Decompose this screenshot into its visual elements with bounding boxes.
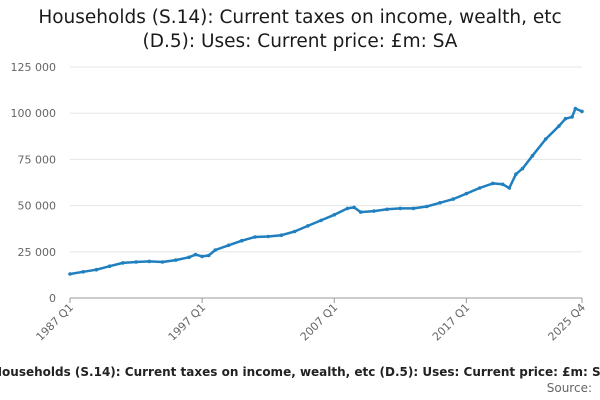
y-axis-ticks: 0 25 000 50 000 75 000 100 000 125 000 xyxy=(11,61,57,305)
data-point[interactable] xyxy=(266,234,271,239)
data-point[interactable] xyxy=(477,186,482,190)
data-point[interactable] xyxy=(200,254,204,259)
chart-title-line1: Households (S.14): Current taxes on inco… xyxy=(38,7,562,28)
series-group xyxy=(68,106,584,276)
data-point[interactable] xyxy=(411,206,416,211)
data-point[interactable] xyxy=(563,116,568,121)
data-point[interactable] xyxy=(507,186,512,190)
data-point[interactable] xyxy=(160,260,165,264)
gridlines xyxy=(70,66,582,299)
data-point[interactable] xyxy=(514,172,518,176)
data-point[interactable] xyxy=(438,201,442,205)
data-point[interactable] xyxy=(206,253,211,258)
data-point[interactable] xyxy=(464,191,469,196)
data-point[interactable] xyxy=(372,209,376,213)
x-tick-label: 2007 Q1 xyxy=(298,301,341,344)
x-tick-label: 1997 Q1 xyxy=(166,301,209,344)
data-point[interactable] xyxy=(226,243,231,248)
y-tick-label: 125 000 xyxy=(11,61,57,74)
data-point[interactable] xyxy=(424,204,429,209)
data-point[interactable] xyxy=(570,115,574,119)
data-point[interactable] xyxy=(81,270,85,274)
x-axis: 1987 Q1 1997 Q1 2007 Q1 2017 Q1 2025 Q4 xyxy=(34,297,589,344)
y-tick-label: 75 000 xyxy=(18,153,57,166)
y-tick-label: 50 000 xyxy=(18,200,57,213)
data-point[interactable] xyxy=(345,206,350,211)
data-point[interactable] xyxy=(253,235,257,239)
data-point[interactable] xyxy=(500,182,505,187)
data-point[interactable] xyxy=(580,109,584,114)
data-point[interactable] xyxy=(213,248,218,252)
data-point[interactable] xyxy=(292,229,297,234)
x-tick-label: 2025 Q4 xyxy=(546,301,589,344)
data-point[interactable] xyxy=(358,210,363,214)
y-tick-label: 100 000 xyxy=(11,107,57,120)
data-point[interactable] xyxy=(385,207,389,212)
data-point[interactable] xyxy=(398,206,403,211)
y-tick-label: 0 xyxy=(49,292,56,305)
x-tick-label: 1987 Q1 xyxy=(34,301,77,344)
data-point[interactable] xyxy=(520,166,525,171)
data-point[interactable] xyxy=(240,238,244,243)
data-point[interactable] xyxy=(573,106,578,111)
data-point[interactable] xyxy=(332,213,337,217)
data-point[interactable] xyxy=(557,124,561,128)
data-point[interactable] xyxy=(187,255,191,260)
data-point[interactable] xyxy=(352,205,356,210)
data-point[interactable] xyxy=(451,197,456,201)
chart-title: Households (S.14): Current taxes on inco… xyxy=(0,6,600,54)
data-point[interactable] xyxy=(530,153,535,158)
data-point[interactable] xyxy=(94,267,99,272)
y-tick-label: 25 000 xyxy=(18,246,57,259)
data-point[interactable] xyxy=(491,181,495,186)
data-point[interactable] xyxy=(319,218,323,223)
data-point[interactable] xyxy=(173,258,178,262)
source-label: Source: xyxy=(546,381,592,395)
data-point[interactable] xyxy=(107,264,112,269)
data-point[interactable] xyxy=(68,272,72,276)
series-line xyxy=(69,107,583,276)
data-point[interactable] xyxy=(121,261,125,265)
data-point[interactable] xyxy=(134,260,138,264)
chart-title-line2: (D.5): Uses: Current price: £m: SA xyxy=(142,31,458,52)
x-tick-label: 2017 Q1 xyxy=(430,301,473,344)
data-point[interactable] xyxy=(193,252,198,257)
data-point[interactable] xyxy=(306,224,310,228)
data-point[interactable] xyxy=(279,233,284,237)
data-point[interactable] xyxy=(543,137,548,141)
data-point[interactable] xyxy=(147,259,152,264)
legend-label: Households (S.14): Current taxes on inco… xyxy=(0,365,600,379)
